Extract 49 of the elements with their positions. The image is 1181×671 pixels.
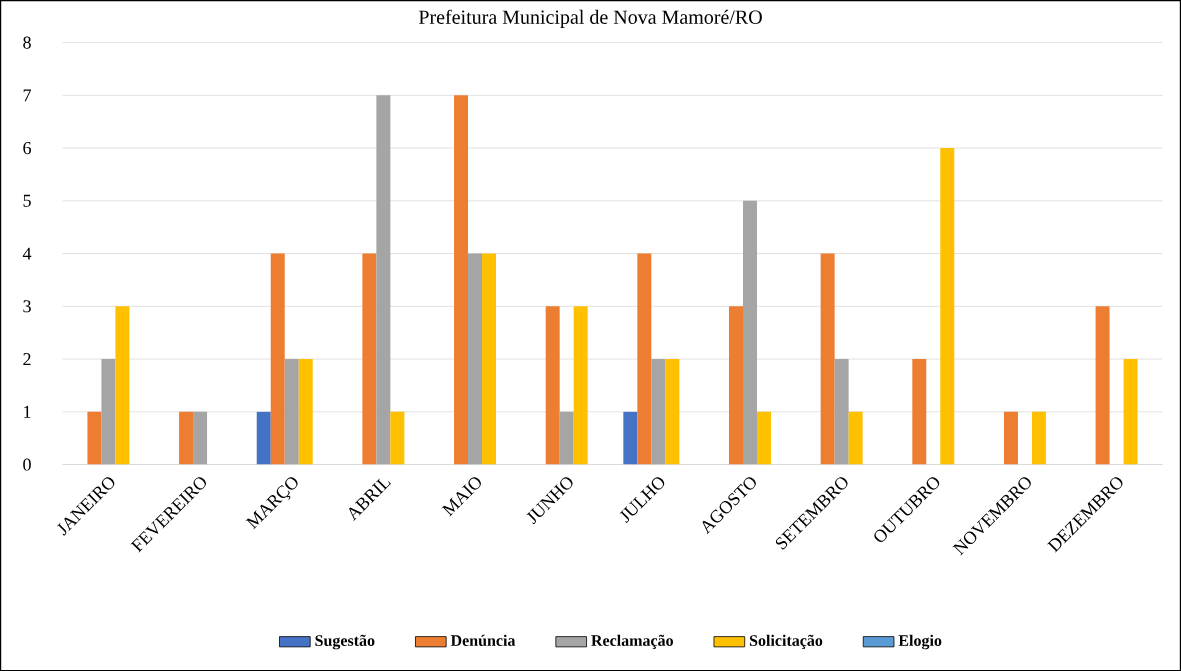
- bar: [728, 306, 743, 465]
- y-tick-label: 2: [23, 353, 31, 365]
- legend-label: Reclamação: [591, 634, 673, 650]
- y-tick-label: 1: [24, 405, 31, 418]
- bar: [623, 411, 638, 465]
- bar: [545, 306, 560, 465]
- bar: [362, 253, 377, 465]
- bar: [101, 359, 116, 465]
- bar: [284, 359, 299, 465]
- bar: [820, 253, 835, 465]
- bar: [1003, 411, 1018, 465]
- bar: [834, 359, 849, 465]
- bar: [1123, 359, 1138, 465]
- y-tick-label: 8: [23, 36, 31, 49]
- bar: [742, 200, 757, 465]
- legend-label: Solicitação: [749, 634, 823, 650]
- y-tick-label: 0: [23, 458, 31, 471]
- y-tick-label: 4: [22, 247, 32, 260]
- bar: [115, 306, 130, 465]
- bar: [376, 95, 391, 465]
- bar: [1031, 411, 1046, 465]
- bar: [482, 253, 497, 465]
- bar: [912, 359, 927, 465]
- legend-label: Sugestão: [315, 634, 375, 650]
- bar: [298, 359, 313, 465]
- bar: [468, 253, 483, 465]
- bar: [390, 411, 405, 465]
- bar: [270, 253, 285, 465]
- bar: [651, 359, 666, 465]
- bar: [756, 411, 771, 465]
- bar: [665, 359, 680, 465]
- bar: [193, 411, 208, 465]
- bar: [256, 411, 271, 465]
- legend-label: Denúncia: [450, 634, 516, 646]
- bar: [179, 411, 194, 465]
- y-tick-label: 6: [23, 141, 31, 155]
- y-tick-label: 5: [23, 194, 31, 207]
- bar: [559, 411, 574, 465]
- bar: [454, 95, 469, 465]
- chart-title: Prefeitura Municipal de Nova Mamoré/RO: [418, 9, 762, 28]
- bar: [87, 411, 102, 465]
- bar: [1095, 306, 1110, 465]
- bar: [637, 253, 652, 465]
- bar: [940, 148, 955, 465]
- bar: [848, 411, 863, 465]
- y-tick-label: 7: [23, 89, 31, 102]
- legend-label: Elogio: [898, 634, 942, 650]
- y-tick-label: 3: [23, 300, 31, 313]
- bar: [573, 306, 588, 465]
